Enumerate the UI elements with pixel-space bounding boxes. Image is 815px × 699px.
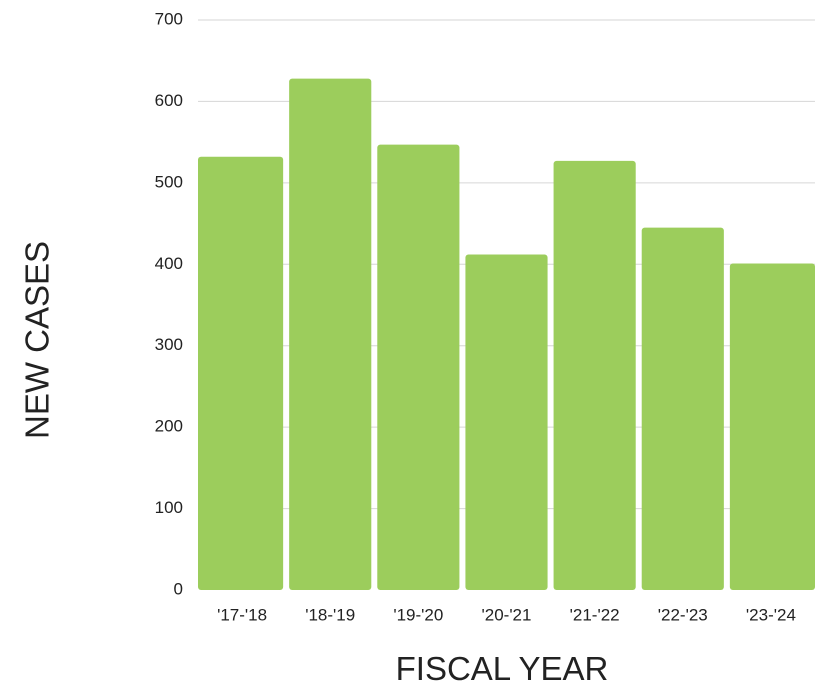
y-axis-title: NEW CASES bbox=[19, 241, 56, 439]
bar-6 bbox=[729, 263, 815, 590]
y-axis-tick-labels: 0 100 200 300 400 500 600 700 bbox=[155, 9, 183, 598]
x-tick-label: '21-'22 bbox=[570, 605, 620, 624]
bar-3 bbox=[465, 254, 548, 590]
bar-4 bbox=[553, 160, 636, 590]
y-tick-label: 400 bbox=[155, 254, 183, 273]
bar-1 bbox=[289, 78, 372, 590]
x-tick-label: '17-'18 bbox=[217, 605, 267, 624]
y-tick-label: 200 bbox=[155, 417, 183, 436]
y-tick-label: 600 bbox=[155, 91, 183, 110]
y-tick-label: 700 bbox=[155, 9, 183, 28]
bar-5 bbox=[641, 227, 724, 590]
x-tick-label: '18-'19 bbox=[305, 605, 355, 624]
bars bbox=[198, 78, 815, 591]
bar-2 bbox=[377, 144, 460, 591]
x-tick-label: '19-'20 bbox=[393, 605, 443, 624]
y-tick-label: 500 bbox=[155, 172, 183, 191]
x-tick-label: '23-'24 bbox=[746, 605, 796, 624]
bar-0 bbox=[198, 156, 284, 591]
x-tick-label: '20-'21 bbox=[482, 605, 532, 624]
x-axis-tick-labels: '17-'18 '18-'19 '19-'20 '20-'21 '21-'22 '22-'… bbox=[217, 605, 796, 624]
x-tick-label: '22-'23 bbox=[658, 605, 708, 624]
y-tick-label: 0 bbox=[174, 579, 183, 598]
y-tick-label: 100 bbox=[155, 498, 183, 517]
x-axis-title: FISCAL YEAR bbox=[396, 650, 609, 687]
y-tick-label: 300 bbox=[155, 335, 183, 354]
